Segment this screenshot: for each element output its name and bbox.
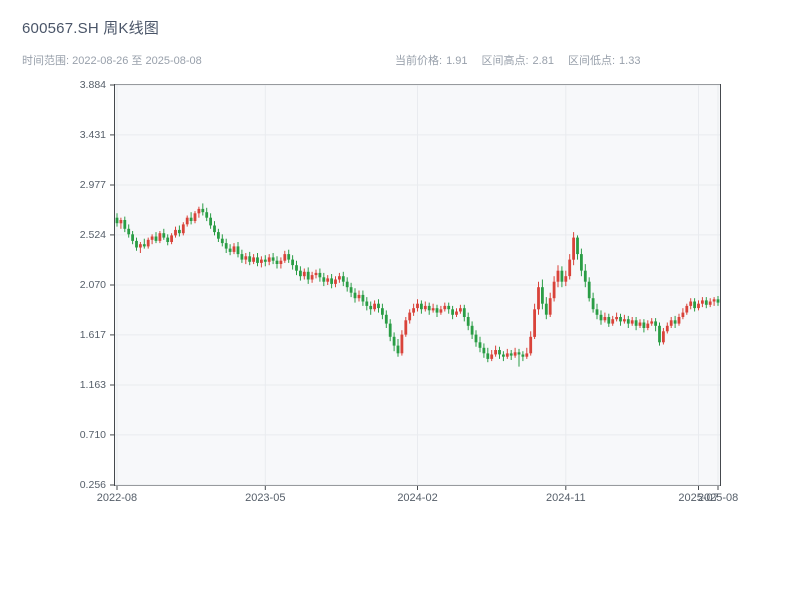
stat-value: 1.91 [446, 55, 468, 67]
x-tick-label: 2023-05 [245, 492, 286, 504]
stat-label: 区间高点: [481, 55, 529, 67]
stat-label: 当前价格: [395, 55, 443, 67]
y-tick-label: 2.070 [79, 279, 106, 291]
date-range-label: 时间范围: 2022-08-26 至 2025-08-08 [22, 55, 202, 67]
stat-value: 1.33 [619, 55, 641, 67]
candlestick-plot [110, 84, 720, 490]
x-tick-label: 2022-08 [96, 492, 138, 504]
stat-range-low: 区间低点: 1.33 [568, 52, 640, 68]
y-tick-label: 3.431 [79, 128, 106, 141]
y-tick-label: 2.977 [79, 179, 106, 191]
stat-current-price: 当前价格: 1.91 [395, 52, 467, 68]
y-tick-label: 0.256 [79, 479, 106, 491]
x-tick-label: 2024-02 [397, 492, 438, 504]
stat-value: 2.81 [532, 55, 554, 67]
y-tick-label: 1.163 [79, 379, 106, 391]
y-tick-label: 1.617 [79, 328, 106, 341]
y-tick-label: 0.710 [79, 428, 106, 441]
candlestick-chart [110, 84, 721, 490]
y-tick-label: 2.524 [79, 228, 106, 241]
stat-range-high: 区间高点: 2.81 [481, 52, 553, 68]
price-stats: 当前价格: 1.91 区间高点: 2.81 区间低点: 1.33 [395, 52, 640, 68]
y-tick-label: 3.884 [79, 79, 106, 91]
x-tick-label: 2025-08 [697, 492, 739, 504]
x-tick-label: 2024-11 [546, 492, 586, 504]
page-title: 600567.SH 周K线图 [22, 20, 160, 37]
x-tick-label: 2025-07 [678, 492, 719, 504]
stat-label: 区间低点: [567, 55, 616, 67]
